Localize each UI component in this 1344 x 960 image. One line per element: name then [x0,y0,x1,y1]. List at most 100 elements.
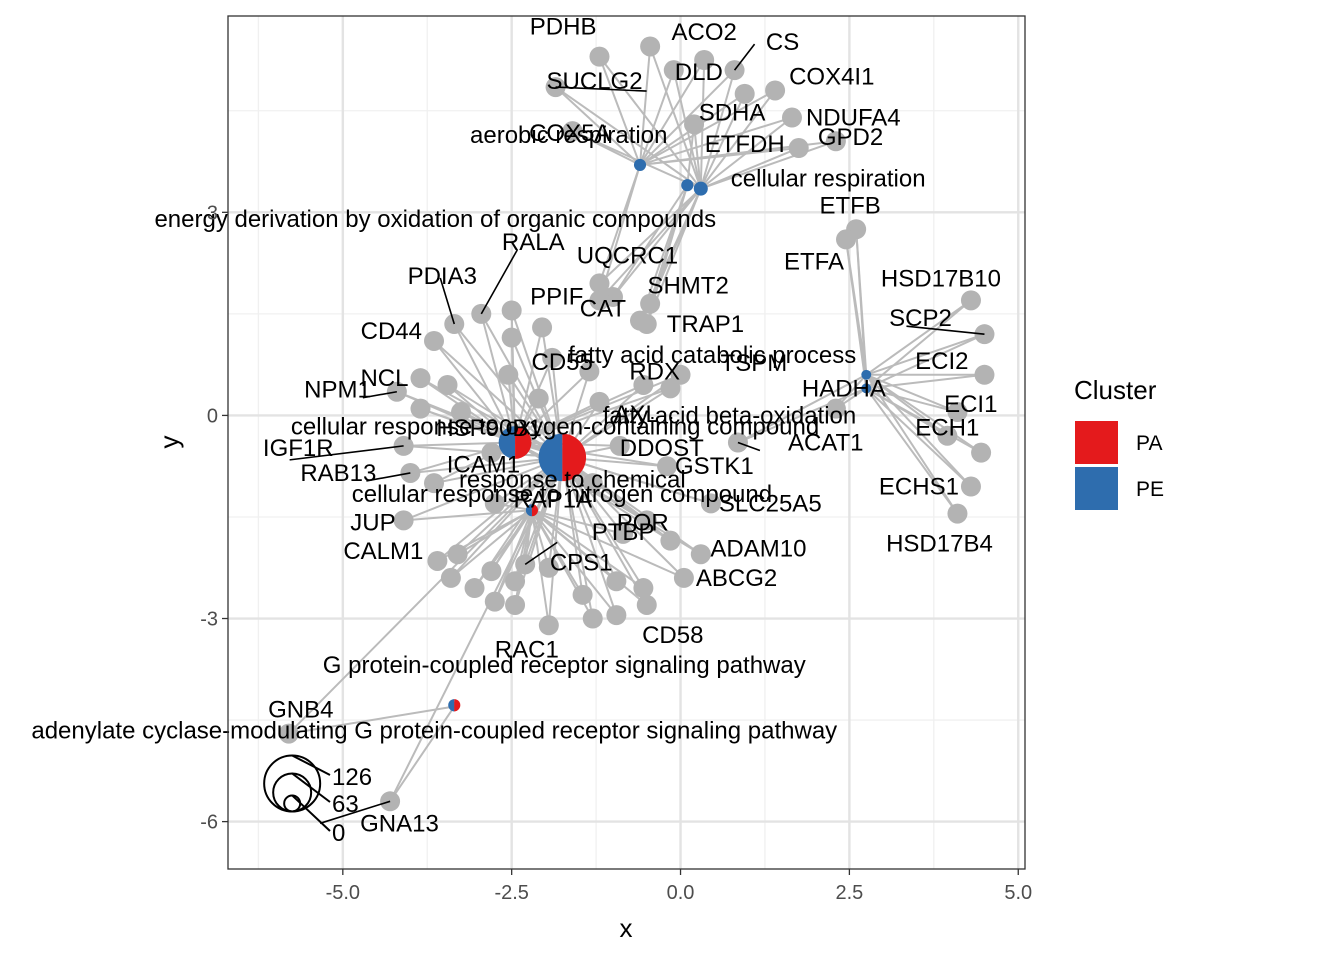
gene-node-adam10 [660,530,681,551]
term-node-cellular-response-to-nitrogen-compound [525,504,539,517]
gene-label-cd58: CD58 [642,622,703,649]
term-label-nitro: cellular response to nitrogen compound [352,481,772,508]
edge [514,387,671,444]
gene-node-56 [447,544,468,565]
edge [639,116,793,166]
edge [514,441,668,468]
edge [453,323,516,443]
term-node-cellular-response-to-oxygen-containing-compound [498,426,532,459]
term-node-pe-slice [449,701,455,712]
gene-label-gnb4: GNB4 [268,697,333,724]
term-node-cellular-respiration [693,181,708,196]
gene-label-eci2: ECI2 [915,348,968,375]
term-node-energy-derivation-by-oxidation-of-organic-compounds [681,179,694,192]
edge [699,69,736,189]
gene-node-rac1 [538,615,559,636]
gene-label-sdha: SDHA [699,99,766,126]
edge [865,299,972,390]
gene-node-echs1 [960,476,981,497]
gene-node-gnb4 [278,723,299,744]
edge [531,509,644,589]
gene-label-cs: CS [766,29,799,56]
edge [403,509,533,522]
edge [598,187,702,302]
edge [845,239,868,389]
gene-label-hsp90b1: HSP90B1 [436,415,541,442]
edge [433,340,516,444]
legend-label-pe: PE [1136,478,1164,501]
gene-node-cd44 [424,330,445,351]
edge [865,333,985,376]
gene-node-jup [393,510,414,531]
cluster-legend: Cluster PA PE [1074,375,1164,510]
gene-node-23 [501,300,522,321]
gene-node-aco2 [694,50,715,71]
legend-key-pa [1075,421,1118,464]
gene-node-cox4i1 [765,80,786,101]
gene-node-por [636,510,657,531]
gene-label-slc25a5: SLC25A5 [719,490,822,517]
gene-label-leader [362,390,397,399]
gene-node-cd58 [636,594,657,615]
edge [457,509,533,556]
gene-node-29 [498,364,519,385]
edge [598,56,641,166]
gene-node-ech1 [937,425,958,446]
size-legend-tick [291,772,331,803]
edge [865,299,972,376]
gene-node-1 [640,36,661,57]
gene-node-eci1 [947,402,968,423]
gene-label-ptbp: PTBP [592,519,655,546]
gene-node-icam1 [481,442,502,463]
edge [514,327,544,443]
gene-label-npm1: NPM1 [304,377,371,404]
gene-label-axl: AXL [613,401,658,428]
edge [639,69,675,166]
edge [480,313,564,458]
gene-label-trap1: TRAP1 [667,311,744,338]
size-legend-label: 0 [332,820,345,847]
edge [699,93,746,190]
gene-label-leader [733,43,756,71]
gene-label-hsd17b10: HSD17B10 [881,265,1001,292]
y-tick-label: 3 [207,202,218,224]
term-label-adenyl: adenylate cyclase-modulating G protein-c… [31,718,837,745]
gene-node-axl [589,391,610,412]
x-tick-label: 0.0 [667,882,695,904]
edge [866,373,985,390]
axes: -5.0 -2.5 0.0 2.5 5.0 -6 -3 0 3 [200,202,1032,904]
gene-label-cps1: CPS1 [550,549,613,576]
gene-node-shmt2 [640,293,661,314]
gene-label-acat1: ACAT1 [788,430,864,457]
term-label-chem: response to chemical [459,466,686,493]
gene-node-81 [971,442,992,463]
gene-node-eci2 [974,364,995,385]
gene-node-24 [501,327,522,348]
gene-node-pdhb [589,46,610,67]
edge [547,457,564,626]
edge [865,373,982,454]
legend-title: Cluster [1074,375,1157,405]
edge [639,89,776,166]
gene-node-sdha [684,114,705,135]
gene-node-ddost [609,435,630,456]
gene-node-etfdh [788,138,809,159]
term-label-cellresp: cellular respiration [731,166,926,193]
size-legend-label: 126 [332,764,372,791]
term-label-energy: energy derivation by oxidation of organi… [154,206,716,233]
size-legend-tick [291,794,331,832]
edge [649,46,702,189]
y-tick-label: -3 [200,609,218,631]
plot-panel-border [227,15,1026,870]
edge [598,56,702,190]
term-node-pa-slice [562,433,587,482]
gene-node-slc25a5 [700,493,721,514]
gene-node-46 [424,473,445,494]
term-label-fatcat: fatty acid catabolic process [568,342,856,369]
gene-label-por: POR [617,509,669,536]
term-node-pa-slice [531,504,539,517]
gene-node-37 [528,388,549,409]
edge [865,373,958,413]
gene-label-rdx: RDX [629,358,680,385]
edge [699,89,776,190]
